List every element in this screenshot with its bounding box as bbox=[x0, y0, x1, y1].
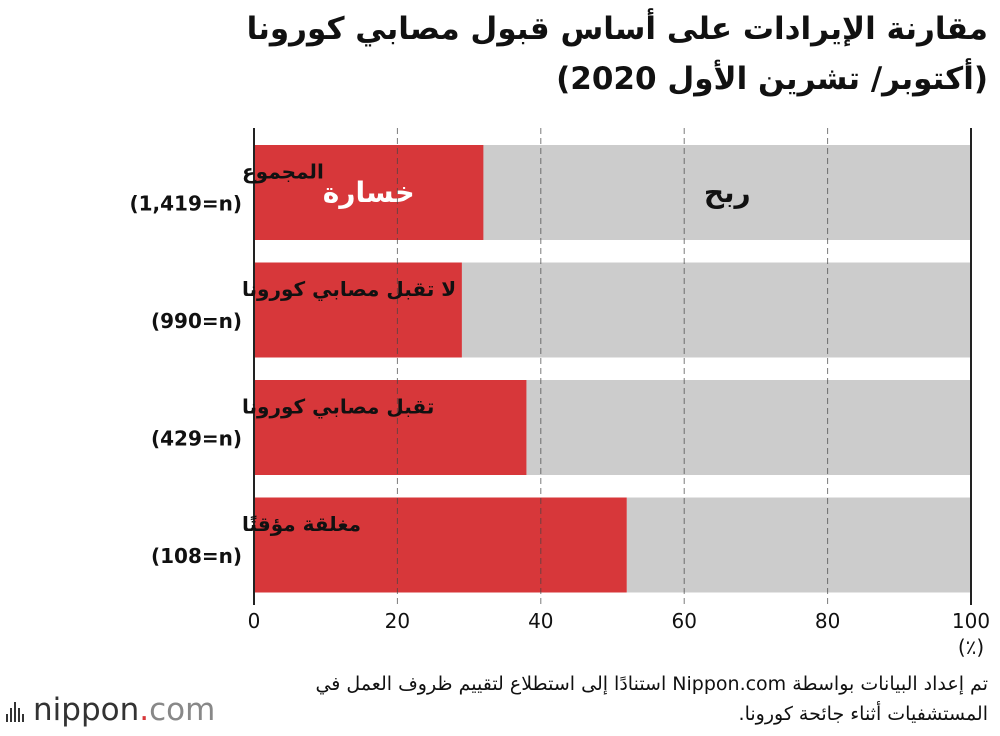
bar-profit-2 bbox=[526, 380, 971, 475]
bar-loss-1 bbox=[254, 262, 462, 358]
bar-profit-1 bbox=[461, 262, 971, 358]
category-label-1: لا تقبل مصابي كورونا bbox=[242, 277, 456, 302]
x-axis-unit: (٪) bbox=[958, 635, 984, 659]
bars-group: خسارة ربح bbox=[254, 145, 971, 593]
chart-title-line-1: مقارنة الإيرادات على أساس قبول مصابي كور… bbox=[246, 11, 988, 47]
category-n-2: (429=n) bbox=[151, 427, 242, 451]
x-tick-label-40: 40 bbox=[528, 609, 553, 633]
category-label-0: المجموع bbox=[242, 160, 324, 184]
category-n-3: (108=n) bbox=[151, 544, 242, 568]
category-n-0: (1,419=n) bbox=[129, 192, 242, 216]
bar-loss-0 bbox=[254, 145, 484, 240]
chart-title: مقارنة الإيرادات على أساس قبول مصابي كور… bbox=[8, 4, 988, 104]
brand-dot: . bbox=[139, 692, 150, 728]
x-tick-label-0: 0 bbox=[248, 609, 261, 633]
brand-tld: com bbox=[149, 692, 216, 728]
source-note: تم إعداد البيانات بواسطة Nippon.com استن… bbox=[315, 673, 988, 725]
bar-profit-0 bbox=[483, 145, 971, 240]
gridlines-group bbox=[253, 128, 972, 605]
x-tick-label-80: 80 bbox=[815, 609, 840, 633]
bar-loss-3 bbox=[254, 497, 627, 593]
nippon-logo-icon bbox=[6, 698, 24, 722]
x-axis-ticks-group: 0 20 40 60 80 100(٪) bbox=[248, 609, 990, 659]
series-label-loss: خسارة bbox=[323, 176, 415, 209]
bar-chart: خسارة ربح المجموع(1,419=n) لا تقبل مصابي ك… bbox=[129, 128, 990, 659]
category-labels-group: المجموع(1,419=n) لا تقبل مصابي كورونا(990… bbox=[129, 160, 456, 569]
nippon-logo: nippon. com bbox=[6, 692, 215, 728]
x-tick-label-60: 60 bbox=[671, 609, 696, 633]
x-tick-label-100: 100 bbox=[952, 609, 990, 633]
series-label-profit: ربح bbox=[704, 176, 751, 209]
category-label-3: مغلقة مؤقتًا bbox=[242, 512, 361, 536]
category-n-1: (990=n) bbox=[151, 309, 242, 333]
category-label-2: تقبل مصابي كورونا bbox=[242, 395, 434, 420]
brand-name: nippon bbox=[33, 692, 140, 728]
bar-profit-3 bbox=[626, 497, 971, 593]
bar-loss-2 bbox=[254, 380, 527, 475]
x-tick-label-20: 20 bbox=[385, 609, 410, 633]
chart-title-line-2: (أكتوبر/ تشرين الأول 2020) bbox=[556, 61, 988, 97]
